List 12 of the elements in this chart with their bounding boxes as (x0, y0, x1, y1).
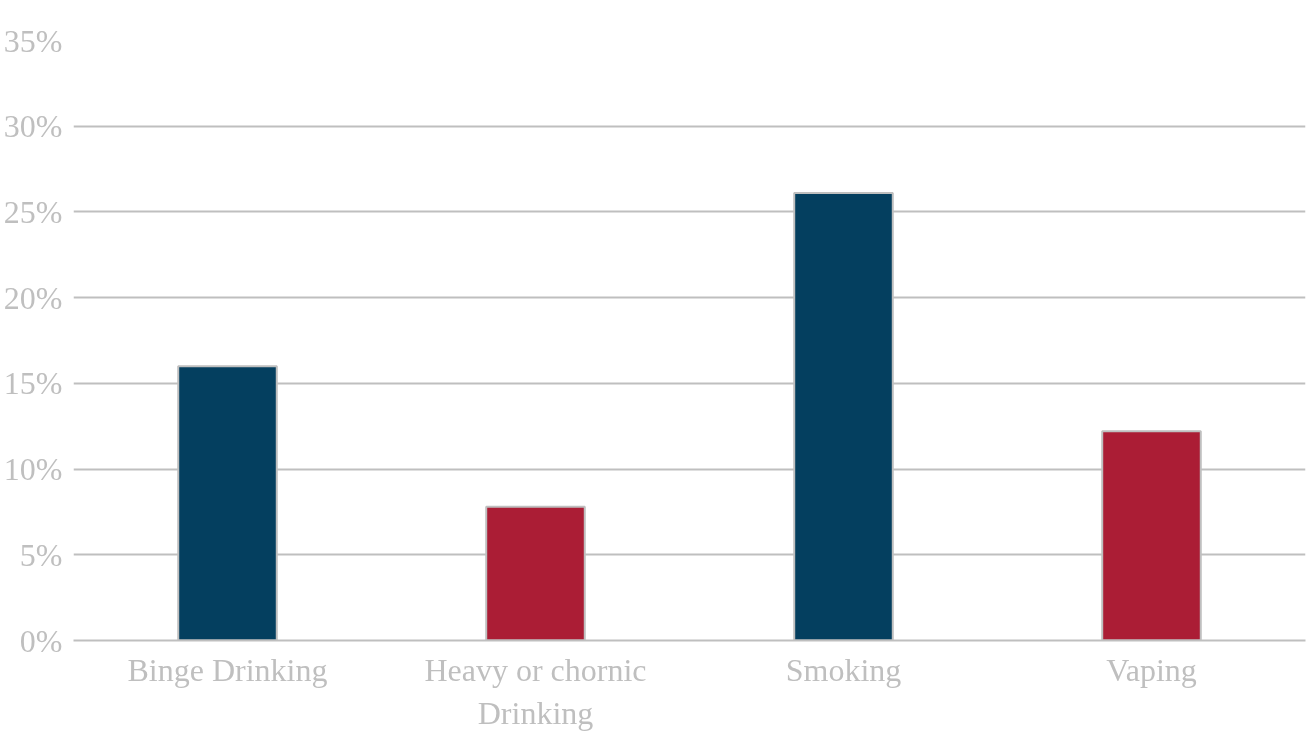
x-tick-label: Heavy or chornic Drinking (424, 651, 647, 731)
x-tick-label: Vaping (1106, 651, 1197, 688)
y-tick-label: 20% (3, 279, 63, 316)
y-tick-label: 35% (3, 22, 63, 59)
y-tick-label: 10% (3, 451, 63, 488)
y-tick-label: 25% (3, 193, 63, 230)
y-tick-label: 15% (3, 365, 63, 402)
y-tick-label: 30% (3, 108, 63, 145)
y-tick-label: 5% (19, 536, 63, 573)
x-tick-label: Smoking (785, 651, 902, 688)
y-tick-label: 0% (19, 622, 63, 659)
x-tick-label: Binge Drinking (127, 651, 328, 688)
